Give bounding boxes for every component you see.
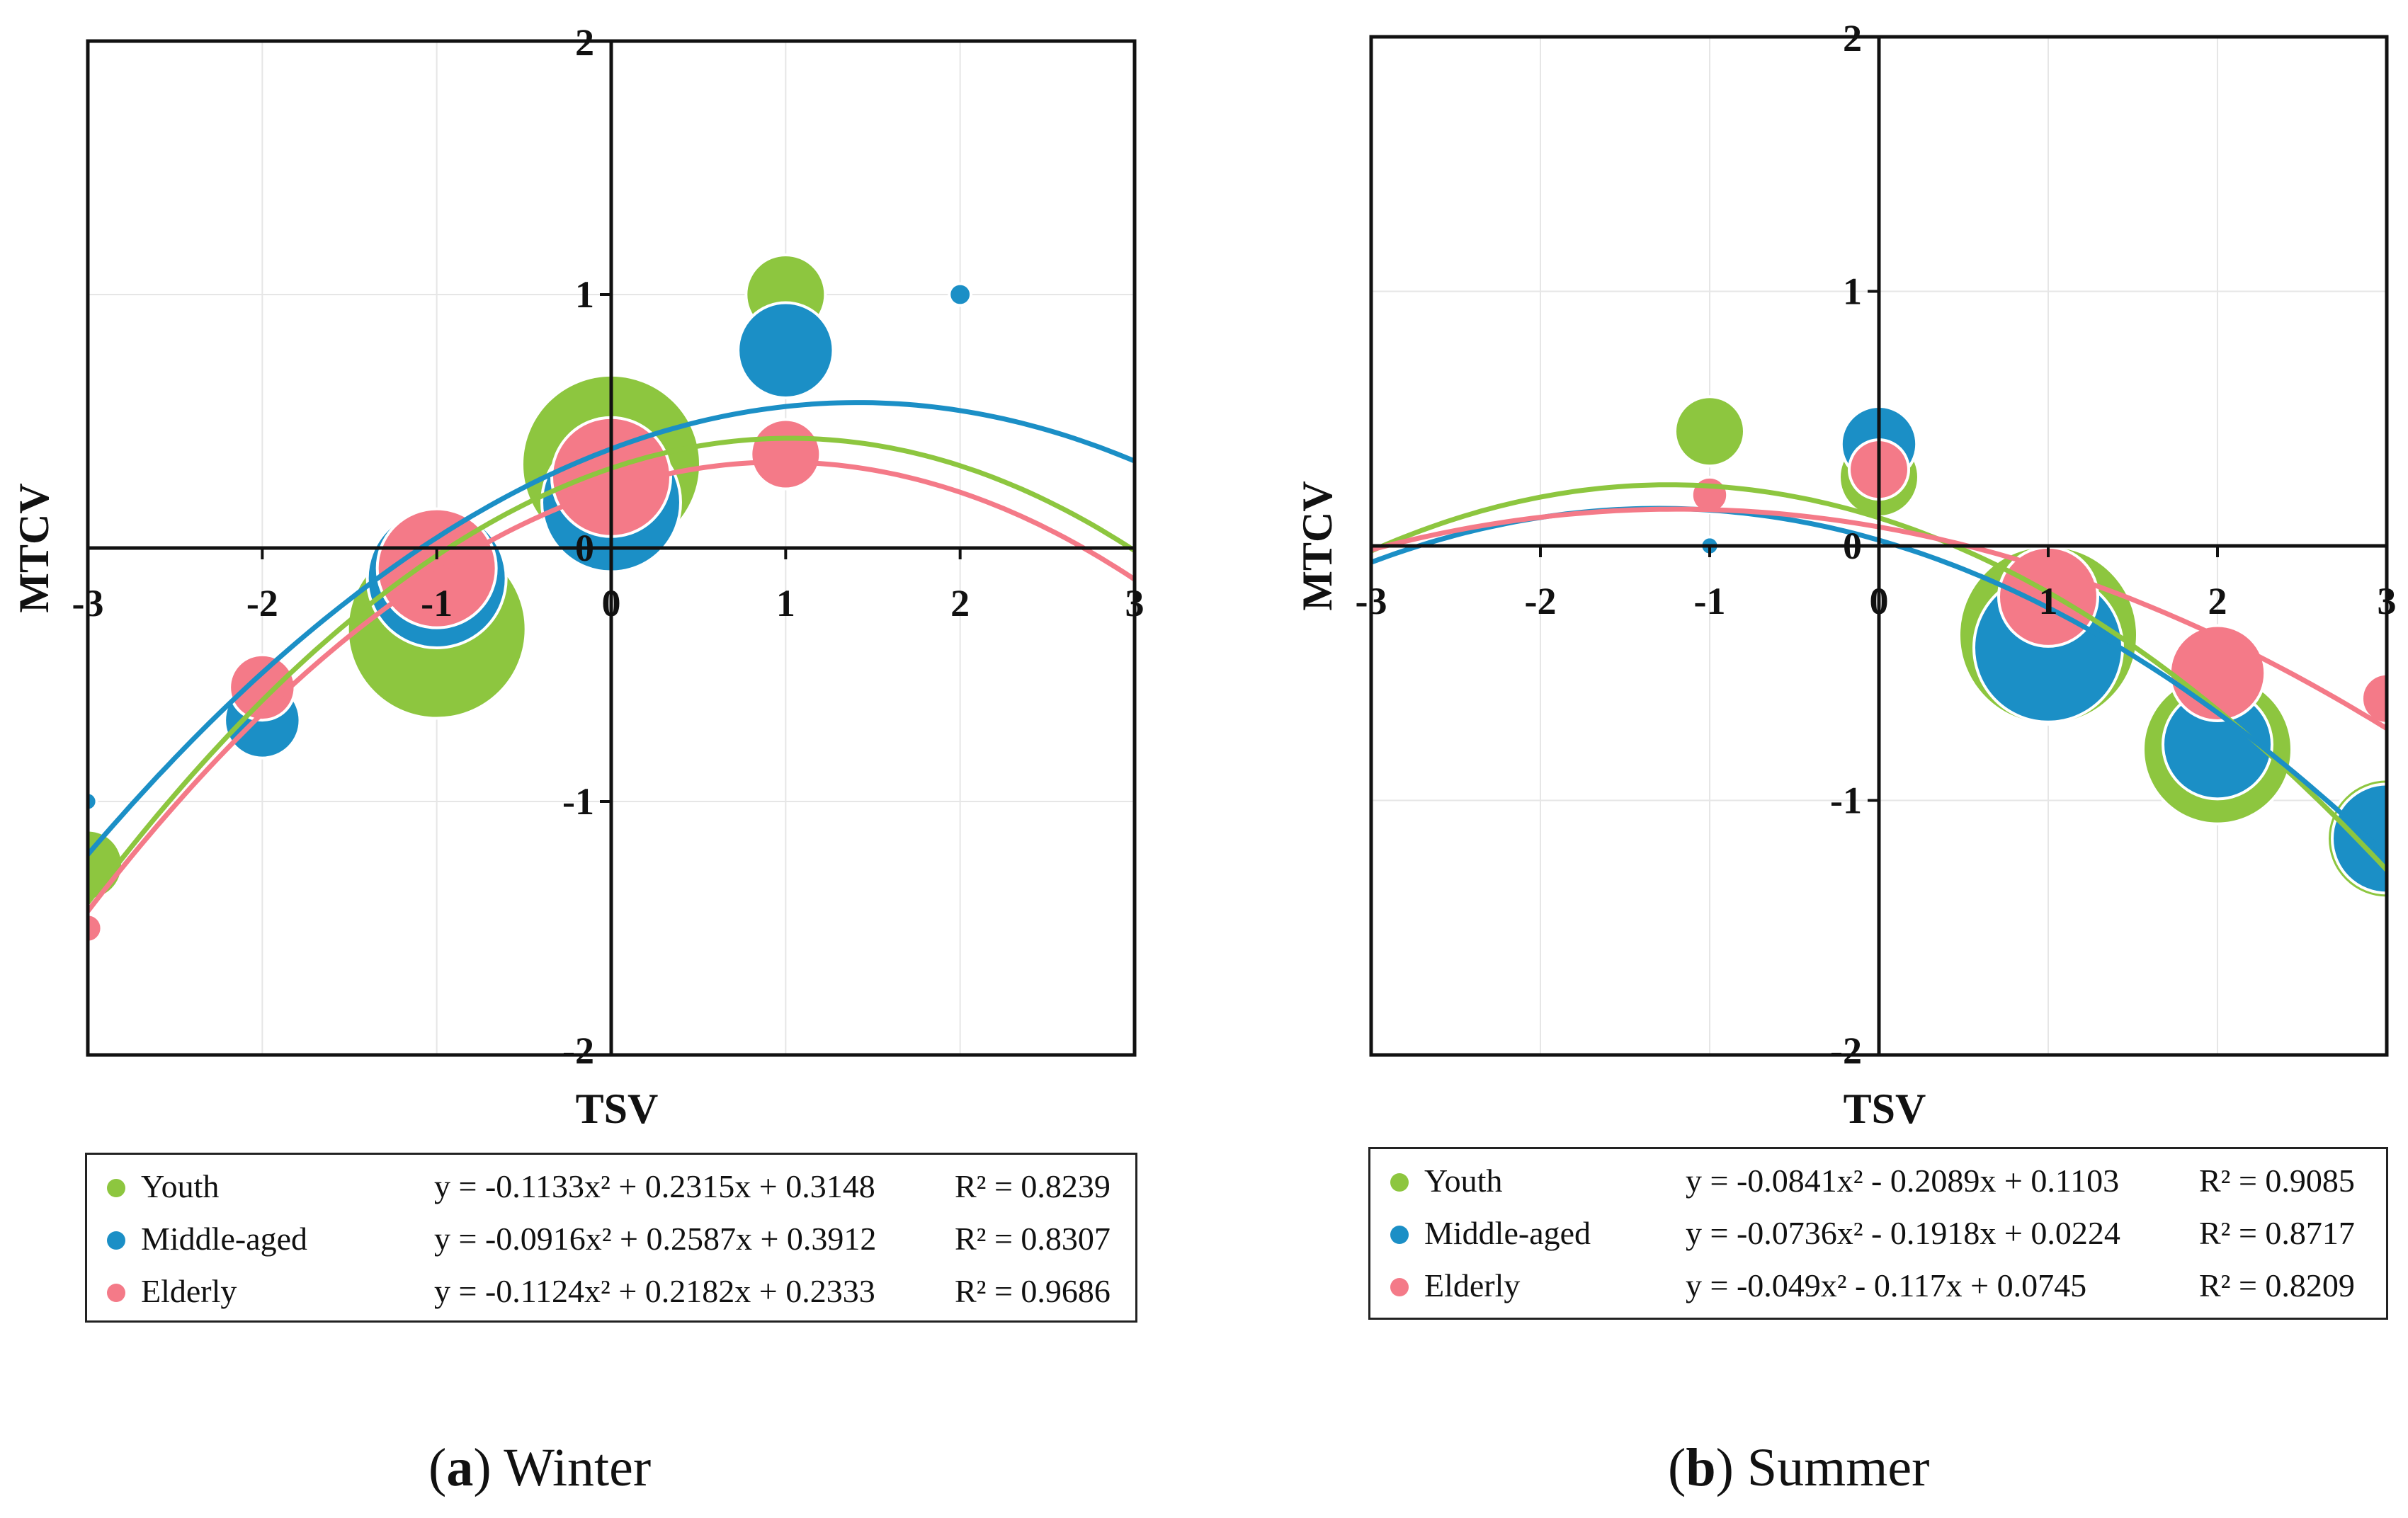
- legend-dot-middle-aged: [1390, 1226, 1409, 1244]
- legend-row-middle-aged: Middle-aged y = -0.0736x² - 0.1918x + 0.…: [1370, 1209, 2386, 1260]
- legend-label-elderly: Elderly: [1424, 1267, 1521, 1303]
- x-tick-label: 1: [776, 582, 795, 624]
- x-tick-label: 3: [1125, 582, 1145, 624]
- caption-winter: (a) Winter: [428, 1438, 652, 1497]
- plot-panel-winter: 2 1 0 -1 -2 -3 -2 -1 0 1 2 3 TSV MTCV: [11, 21, 1145, 1132]
- legend-dot-middle-aged: [107, 1231, 125, 1250]
- legend-label-middle-aged: Middle-aged: [141, 1221, 308, 1257]
- caption-summer: (b) Summer: [1668, 1438, 1930, 1497]
- x-tick-label: -3: [72, 582, 104, 624]
- x-tick-label: 1: [2039, 580, 2058, 622]
- legend-dot-elderly: [1390, 1278, 1409, 1296]
- y-axis-title: MTCV: [1294, 481, 1341, 610]
- x-tick-label: 0: [602, 582, 621, 624]
- bubble-elderly: [2168, 624, 2267, 722]
- legend-row-elderly: Elderly y = -0.049x² - 0.117x + 0.0745 R…: [1370, 1261, 2386, 1312]
- y-tick-label: 0: [575, 527, 594, 569]
- legend-equation-elderly: y = -0.049x² - 0.117x + 0.0745: [1686, 1267, 2087, 1303]
- x-tick-label: -1: [1694, 580, 1726, 622]
- plot-panel-summer: 2 1 0 -1 -2 -3 -2 -1 0 1 2 3 TSV MTCV: [1294, 17, 2397, 1132]
- caption-title: Winter: [504, 1438, 652, 1497]
- legend-label-youth: Youth: [1424, 1163, 1503, 1199]
- legend-equation-youth: y = -0.1133x² + 0.2315x + 0.3148: [434, 1168, 875, 1204]
- legend-r2-middle-aged: R² = 0.8717: [2199, 1215, 2355, 1251]
- legend-dot-youth: [107, 1179, 125, 1197]
- legend-dot-elderly: [107, 1284, 125, 1302]
- x-tick-label: 2: [950, 582, 970, 624]
- legend-r2-elderly: R² = 0.9686: [955, 1273, 1111, 1309]
- y-tick-label: -1: [562, 780, 594, 823]
- caption-letter: b: [1686, 1438, 1716, 1497]
- bubble-elderly: [749, 418, 822, 491]
- legend-label-youth: Youth: [141, 1168, 220, 1204]
- x-tick-label: 3: [2378, 580, 2397, 622]
- bubble-elderly: [2361, 672, 2387, 725]
- legend-summer: Youth y = -0.0841x² - 0.2089x + 0.1103 R…: [1368, 1147, 2388, 1320]
- legend-row-youth: Youth y = -0.1133x² + 0.2315x + 0.3148 R…: [87, 1162, 1135, 1213]
- bubble-layer: [1674, 395, 2387, 900]
- y-tick-label: -2: [1830, 1029, 1862, 1072]
- x-tick-label: -3: [1356, 580, 1387, 622]
- y-tick-label: 2: [575, 21, 594, 64]
- y-tick-label: 1: [575, 273, 594, 316]
- x-tick-label: -2: [1525, 580, 1557, 622]
- x-axis-title: TSV: [576, 1085, 659, 1132]
- y-tick-label: -2: [562, 1029, 594, 1072]
- y-tick-label: 0: [1843, 525, 1862, 567]
- x-axis-title: TSV: [1844, 1085, 1926, 1132]
- x-tick-label: -1: [421, 582, 453, 624]
- legend-row-youth: Youth y = -0.0841x² - 0.2089x + 0.1103 R…: [1370, 1156, 2386, 1207]
- bubble-youth: [1674, 395, 1746, 468]
- legend-equation-youth: y = -0.0841x² - 0.2089x + 0.1103: [1686, 1163, 2120, 1199]
- legend-r2-middle-aged: R² = 0.8307: [955, 1221, 1111, 1257]
- legend-label-middle-aged: Middle-aged: [1424, 1215, 1591, 1251]
- legend-row-middle-aged: Middle-aged y = -0.0916x² + 0.2587x + 0.…: [87, 1214, 1135, 1265]
- legend-equation-elderly: y = -0.1124x² + 0.2182x + 0.2333: [434, 1273, 875, 1309]
- bubble-elderly: [228, 653, 297, 722]
- y-tick-label: -1: [1830, 780, 1862, 822]
- bubble-middle-aged: [948, 282, 973, 307]
- legend-r2-youth: R² = 0.9085: [2199, 1163, 2355, 1199]
- x-tick-label: 0: [1870, 580, 1889, 622]
- legend-winter: Youth y = -0.1133x² + 0.2315x + 0.3148 R…: [85, 1153, 1137, 1323]
- legend-dot-youth: [1390, 1173, 1409, 1192]
- caption-letter: a: [446, 1438, 474, 1497]
- legend-label-elderly: Elderly: [141, 1273, 237, 1309]
- legend-equation-middle-aged: y = -0.0736x² - 0.1918x + 0.0224: [1686, 1215, 2120, 1251]
- x-tick-label: 2: [2208, 580, 2227, 622]
- x-tick-label: -2: [246, 582, 278, 624]
- y-axis-title: MTCV: [11, 483, 57, 612]
- bubble-layer: [88, 253, 973, 944]
- legend-r2-elderly: R² = 0.8209: [2199, 1267, 2355, 1303]
- bubble-middle-aged: [737, 301, 835, 399]
- y-tick-label: 1: [1843, 270, 1862, 313]
- legend-equation-middle-aged: y = -0.0916x² + 0.2587x + 0.3912: [434, 1221, 877, 1257]
- legend-r2-youth: R² = 0.8239: [955, 1168, 1111, 1204]
- y-tick-label: 2: [1843, 17, 1862, 59]
- caption-title: Summer: [1747, 1438, 1930, 1497]
- legend-row-elderly: Elderly y = -0.1124x² + 0.2182x + 0.2333…: [87, 1267, 1135, 1318]
